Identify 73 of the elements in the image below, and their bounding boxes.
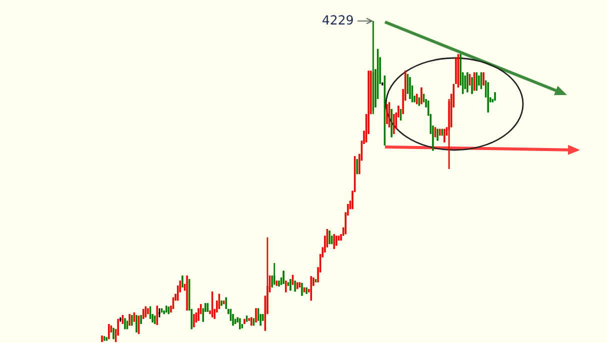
candlestick (156, 305, 158, 326)
candlestick (409, 76, 411, 100)
candlestick (290, 278, 292, 292)
candlestick (471, 76, 473, 95)
candlestick (466, 72, 468, 93)
candlestick (494, 92, 496, 102)
candlestick (306, 286, 308, 295)
candlestick (182, 274, 184, 288)
candlestick (186, 274, 188, 312)
candlestick (124, 318, 126, 330)
candlestick (232, 313, 234, 326)
candlestick (416, 93, 418, 105)
candlestick (333, 233, 335, 250)
candlestick (301, 282, 303, 296)
candlestick (438, 128, 441, 136)
candlestick (144, 306, 147, 318)
candlestick (328, 230, 330, 245)
candlestick (147, 308, 149, 315)
candlestick (287, 282, 290, 287)
candlestick (140, 314, 142, 325)
candlestick (198, 308, 200, 322)
candlestick (455, 56, 457, 85)
candlestick (420, 86, 422, 105)
annotation: 4229 (322, 15, 353, 25)
candlestick (384, 74, 386, 146)
candlestick (112, 327, 114, 340)
candlestick (476, 72, 478, 92)
candlestick (276, 280, 278, 287)
candlestick (255, 308, 257, 324)
candlestick (220, 300, 222, 306)
candlestick (294, 280, 296, 292)
candlestick (262, 313, 264, 322)
candlestick (168, 306, 170, 315)
candlestick (154, 314, 156, 325)
candlestick (393, 113, 395, 135)
candlestick (336, 235, 338, 246)
candlestick (457, 53, 460, 88)
candlestick (101, 334, 103, 343)
candlestick (163, 310, 165, 315)
candlestick (133, 312, 136, 322)
candlestick (444, 128, 446, 144)
candlestick (165, 305, 168, 314)
candlestick (406, 73, 409, 95)
candlestick (390, 108, 392, 138)
candlestick (418, 96, 420, 106)
candlestick (176, 284, 179, 302)
candlestick (356, 158, 358, 175)
candlestick (108, 323, 110, 340)
candlestick (296, 282, 298, 290)
candlestick (239, 318, 241, 330)
candlestick (278, 280, 280, 288)
candlestick (250, 316, 252, 326)
candlestick (310, 276, 312, 302)
candlestick (388, 102, 390, 128)
candlestick (386, 103, 388, 125)
candlestick (244, 318, 246, 325)
candlestick (285, 280, 287, 293)
candlestick (464, 74, 466, 90)
candlestick (441, 128, 443, 136)
candlestick (106, 336, 108, 342)
candlestick (298, 282, 301, 288)
candlestick (282, 270, 284, 285)
candlestick (131, 314, 133, 326)
candlestick (248, 318, 250, 322)
candlestick (482, 72, 484, 86)
candlestick (478, 74, 480, 86)
candlestick (193, 313, 195, 328)
candlestick (487, 82, 489, 114)
candlestick (436, 128, 438, 142)
candlestick (136, 314, 138, 334)
candlestick (128, 313, 130, 326)
candlestick (225, 296, 227, 310)
candlestick (142, 308, 144, 320)
